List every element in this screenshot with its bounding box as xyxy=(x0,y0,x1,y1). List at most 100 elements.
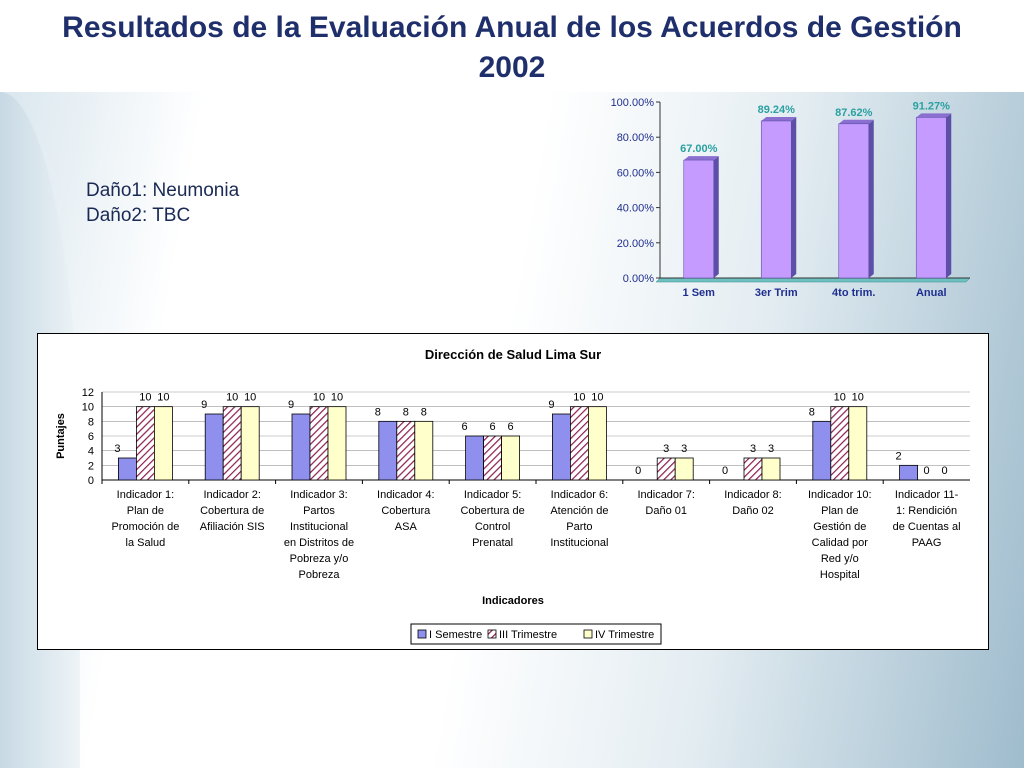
x-category-label: Cobertura xyxy=(381,505,431,517)
top-bar-value-label: 87.62% xyxy=(835,107,873,119)
x-category-label: Indicador 7: xyxy=(637,489,694,501)
score-bar xyxy=(291,413,311,481)
bottom-chart-title: Dirección de Salud Lima Sur xyxy=(425,347,601,362)
x-category-label: Parto xyxy=(566,521,592,533)
score-bar-label: 6 xyxy=(490,421,496,433)
score-bar-label: 8 xyxy=(809,406,815,418)
x-category-label: Indicador 1: xyxy=(117,489,174,501)
x-category-label: Atención de xyxy=(550,505,608,517)
score-bar-label: 6 xyxy=(462,421,468,433)
score-bar-label: 10 xyxy=(139,392,151,404)
score-bar xyxy=(327,406,347,481)
top-x-tick-label: Anual xyxy=(916,287,947,299)
score-bar-label: 6 xyxy=(508,421,514,433)
top-bar-cap xyxy=(916,113,952,118)
x-category-label: 1: Rendición xyxy=(896,505,957,517)
legend: I Semestre III Trimestre IV Trimestre xyxy=(410,623,662,645)
score-bar-label: 0 xyxy=(635,465,641,477)
score-bar xyxy=(899,464,918,481)
score-bar-label: 10 xyxy=(331,392,343,404)
score-bar-label: 3 xyxy=(681,443,687,455)
score-bar-label: 10 xyxy=(244,392,256,404)
x-category-label: Indicador 10: xyxy=(808,489,872,501)
score-bar-label: 9 xyxy=(201,399,207,411)
top-bar-value-label: 91.27% xyxy=(913,100,951,112)
top-bar-side xyxy=(868,119,874,278)
x-category-label: Calidad por xyxy=(812,537,869,549)
score-bar-label: 10 xyxy=(852,392,864,404)
score-bar-label: 0 xyxy=(924,465,930,477)
x-axis-label: Indicadores xyxy=(482,595,544,607)
score-bar-label: 10 xyxy=(226,392,238,404)
x-category-label: Indicador 8: xyxy=(724,489,781,501)
legend-label: IV Trimestre xyxy=(595,629,654,641)
x-category-label: Red y/o xyxy=(821,553,859,565)
x-category-label: Indicador 3: xyxy=(290,489,347,501)
score-bar-label: 10 xyxy=(157,392,169,404)
top-chart-floor xyxy=(655,277,971,283)
score-bar-label: 8 xyxy=(421,406,427,418)
score-bar xyxy=(414,420,434,481)
notes-block: Daño1: Neumonia Daño2: TBC xyxy=(86,178,239,228)
score-bar xyxy=(465,435,485,481)
top-bar-cap xyxy=(761,116,797,121)
score-bar xyxy=(812,420,832,481)
x-category-label: Cobertura de xyxy=(460,505,524,517)
top-bar-side xyxy=(713,156,719,278)
score-bar xyxy=(761,457,781,481)
score-bar-label: 3 xyxy=(750,443,756,455)
score-bar xyxy=(204,413,224,481)
x-category-label: Institucional xyxy=(550,537,608,549)
score-bar-label: 10 xyxy=(313,392,325,404)
legend-box xyxy=(410,623,662,645)
x-category-label: PAAG xyxy=(912,537,942,549)
top-bar-side xyxy=(791,116,797,279)
score-bar-label: 10 xyxy=(573,392,585,404)
x-category-label: Partos xyxy=(303,505,335,517)
x-category-label: Indicador 4: xyxy=(377,489,434,501)
x-category-label: Control xyxy=(475,521,510,533)
legend-swatch xyxy=(487,629,497,639)
score-bar-label: 8 xyxy=(403,406,409,418)
top-y-tick-label: 100.00% xyxy=(611,97,655,109)
x-category-label: Plan de xyxy=(127,505,164,517)
score-bar xyxy=(396,420,416,481)
score-bar-label: 0 xyxy=(942,465,948,477)
x-category-label: Plan de xyxy=(821,505,858,517)
y-tick-label: 4 xyxy=(88,446,94,458)
slide-title: Resultados de la Evaluación Anual de los… xyxy=(62,11,962,84)
score-bar xyxy=(240,406,260,481)
score-bar-label: 3 xyxy=(114,443,120,455)
top-y-tick-label: 20.00% xyxy=(617,238,655,250)
x-category-label: Daño 01 xyxy=(645,505,687,517)
top-x-tick-label: 3er Trim xyxy=(755,287,798,299)
score-bar xyxy=(552,413,571,481)
note-dano2: Daño2: TBC xyxy=(86,205,191,226)
y-tick-label: 8 xyxy=(88,416,94,428)
score-bar xyxy=(848,406,868,481)
score-bar xyxy=(154,406,173,481)
x-category-label: Promoción de xyxy=(111,521,179,533)
top-bar xyxy=(683,159,715,279)
score-bar-label: 10 xyxy=(834,392,846,404)
legend-label: I Semestre xyxy=(429,629,482,641)
x-category-label: Cobertura de xyxy=(200,505,264,517)
top-bar-cap xyxy=(838,119,874,124)
score-bar xyxy=(674,457,694,481)
y-axis-label: Puntajes xyxy=(55,413,67,459)
score-bar-label: 9 xyxy=(288,399,294,411)
score-bar-label: 2 xyxy=(896,450,902,462)
top-bar-cap xyxy=(683,156,719,161)
y-tick-label: 10 xyxy=(82,402,94,414)
score-bar xyxy=(656,457,676,481)
x-category-label: Indicador 5: xyxy=(464,489,521,501)
score-bar-label: 0 xyxy=(722,465,728,477)
score-bar xyxy=(830,406,850,481)
x-category-label: Gestión de xyxy=(813,521,866,533)
bottom-chart-panel: Dirección de Salud Lima Sur 0 2 4 6 8 10 12 Punt… xyxy=(37,333,989,650)
score-bar xyxy=(136,406,155,481)
note-dano1: Daño1: Neumonia xyxy=(86,180,240,201)
score-bar xyxy=(483,435,503,481)
top-y-tick-label: 0.00% xyxy=(623,273,654,285)
x-category-label: Indicador 2: xyxy=(203,489,260,501)
